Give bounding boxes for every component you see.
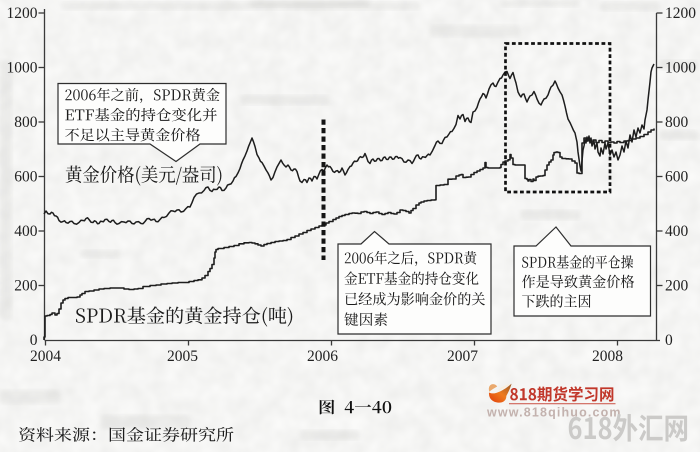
svg-text:0: 0 bbox=[30, 332, 38, 349]
svg-text:2004: 2004 bbox=[30, 348, 61, 365]
svg-text:600: 600 bbox=[14, 169, 38, 186]
svg-text:1200: 1200 bbox=[665, 5, 696, 22]
svg-text:400: 400 bbox=[14, 223, 38, 240]
svg-text:1000: 1000 bbox=[665, 60, 696, 77]
svg-text:1200: 1200 bbox=[7, 5, 38, 22]
svg-text:200: 200 bbox=[665, 278, 689, 295]
svg-text:2005: 2005 bbox=[167, 348, 198, 365]
svg-text:2008: 2008 bbox=[592, 348, 623, 365]
svg-text:600: 600 bbox=[665, 169, 689, 186]
svg-text:800: 800 bbox=[665, 114, 689, 131]
svg-text:0: 0 bbox=[665, 332, 673, 349]
svg-text:2007: 2007 bbox=[447, 348, 478, 365]
svg-text:800: 800 bbox=[14, 114, 38, 131]
svg-text:400: 400 bbox=[665, 223, 689, 240]
svg-text:www.818qihuo.com: www.818qihuo.com bbox=[486, 406, 622, 420]
svg-text:1000: 1000 bbox=[7, 60, 38, 77]
svg-text:200: 200 bbox=[14, 278, 38, 295]
svg-text:2006: 2006 bbox=[307, 348, 338, 365]
